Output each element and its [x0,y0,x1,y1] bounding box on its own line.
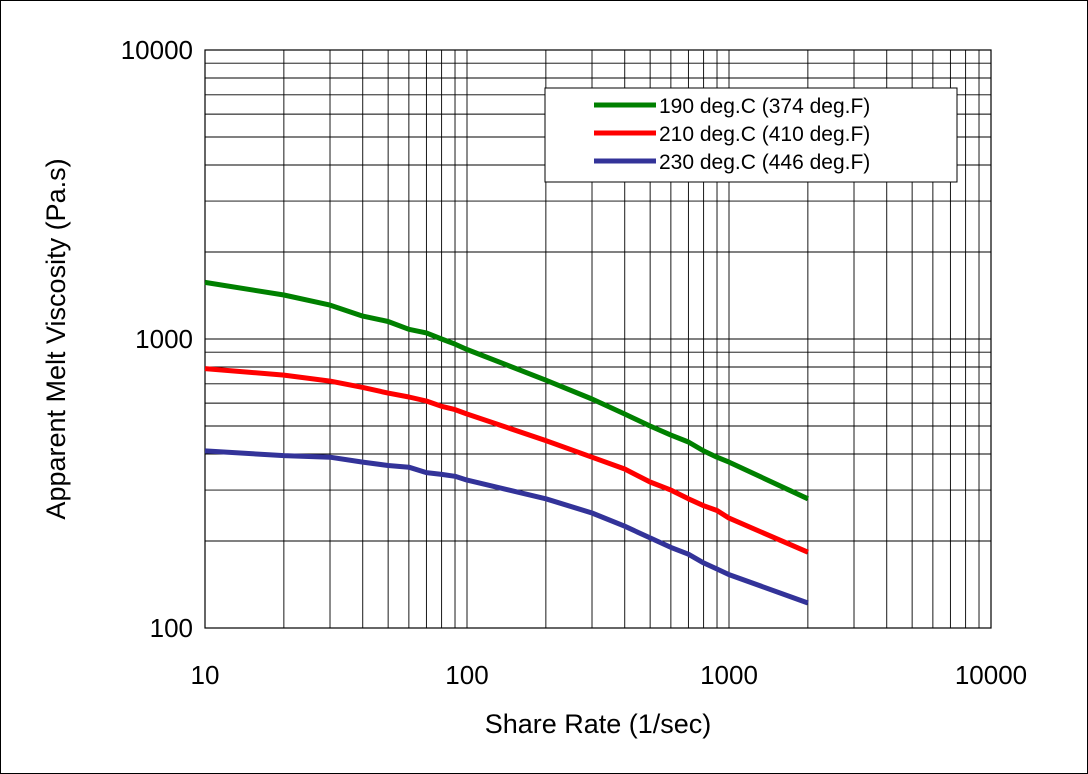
y-tick-label: 100 [150,613,193,643]
y-axis-title: Apparent Melt Viscosity (Pa.s) [41,158,71,519]
series-line [204,448,809,606]
series-layer [204,279,809,606]
y-tick-label: 10000 [121,35,193,65]
y-tick-label: 1000 [135,324,193,354]
x-axis-title: Share Rate (1/sec) [485,709,712,739]
x-tick-label: 10 [191,660,220,690]
legend-label: 230 deg.C (446 deg.F) [659,151,870,174]
x-tick-label: 10000 [955,660,1027,690]
series-line [204,366,809,555]
x-tick-labels: 10 100 1000 10000 [191,660,1028,690]
legend-label: 210 deg.C (410 deg.F) [659,123,870,146]
x-tick-label: 100 [445,660,488,690]
series-line [204,279,809,502]
plot-area [204,49,992,629]
legend-items: 190 deg.C (374 deg.F) 210 deg.C (410 deg.… [594,95,870,174]
legend-label: 190 deg.C (374 deg.F) [659,95,870,118]
x-tick-label: 1000 [700,660,758,690]
y-tick-labels: 10000 1000 100 [121,35,193,643]
legend: 190 deg.C (374 deg.F) 210 deg.C (410 deg.… [544,87,958,183]
